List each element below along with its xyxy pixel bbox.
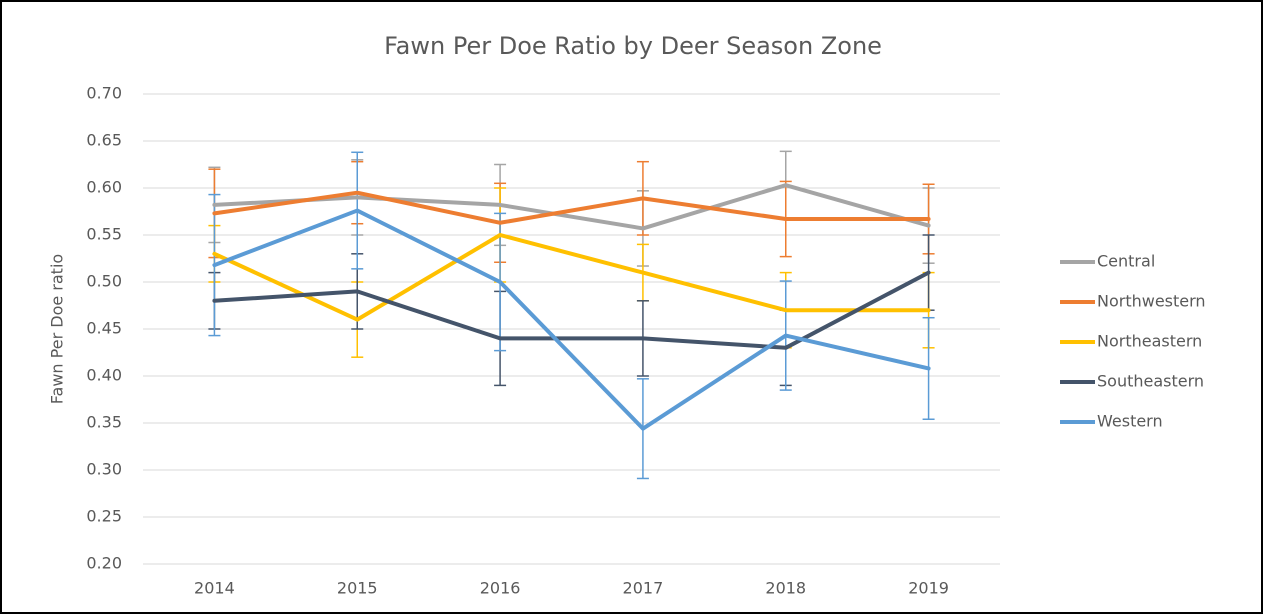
x-tick-label: 2019	[908, 579, 949, 598]
x-tick-label: 2015	[337, 579, 378, 598]
legend-label: Western	[1097, 412, 1163, 431]
y-tick-label: 0.60	[86, 178, 122, 197]
y-tick-label: 0.65	[86, 131, 122, 150]
y-tick-label: 0.70	[86, 84, 122, 103]
x-tick-label: 2016	[480, 579, 521, 598]
chart-title: Fawn Per Doe Ratio by Deer Season Zone	[384, 32, 882, 60]
y-tick-label: 0.40	[86, 366, 122, 385]
x-tick-label: 2017	[623, 579, 664, 598]
y-tick-label: 0.30	[86, 460, 122, 479]
series-line	[212, 208, 931, 431]
y-tick-label: 0.25	[86, 507, 122, 526]
x-tick-label: 2018	[765, 579, 806, 598]
y-tick-label: 0.50	[86, 272, 122, 291]
x-tick-label: 2014	[194, 579, 235, 598]
series-line	[212, 190, 931, 225]
legend-label: Northwestern	[1097, 292, 1206, 311]
y-tick-label: 0.35	[86, 413, 122, 432]
y-axis-label: Fawn Per Doe ratio	[48, 254, 67, 404]
series-line	[212, 233, 931, 322]
legend-label: Central	[1097, 252, 1155, 271]
y-tick-label: 0.45	[86, 319, 122, 338]
y-tick-label: 0.55	[86, 225, 122, 244]
series-line	[212, 183, 931, 231]
series-line	[212, 270, 931, 350]
y-tick-label: 0.20	[86, 554, 122, 573]
legend-label: Southeastern	[1097, 372, 1204, 391]
legend-label: Northeastern	[1097, 332, 1202, 351]
